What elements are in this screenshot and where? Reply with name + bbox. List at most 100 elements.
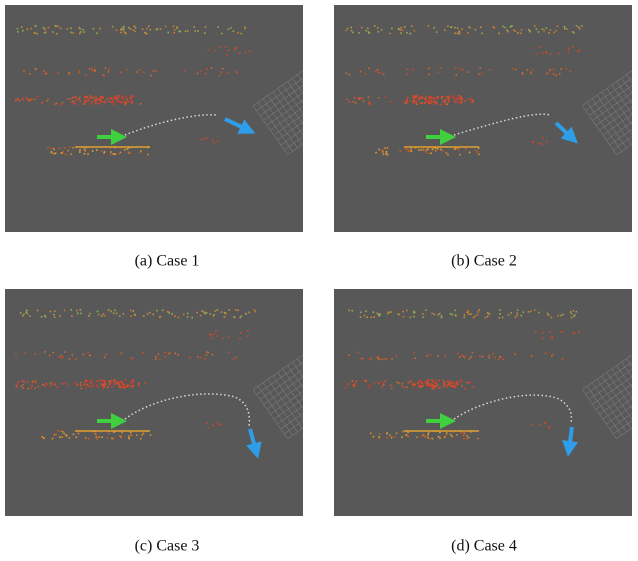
point: [16, 383, 18, 385]
point: [83, 354, 85, 356]
point: [96, 435, 98, 437]
point: [45, 316, 47, 318]
point: [435, 100, 437, 102]
point: [576, 25, 578, 27]
point: [391, 358, 393, 360]
point: [406, 99, 408, 101]
point: [444, 355, 446, 357]
point: [216, 309, 218, 311]
point: [44, 385, 46, 387]
point: [433, 101, 435, 103]
point: [413, 352, 415, 354]
point: [234, 49, 236, 51]
point: [80, 313, 82, 315]
point: [54, 104, 56, 106]
point: [572, 332, 574, 334]
point: [528, 311, 530, 313]
point: [427, 148, 429, 150]
point: [228, 336, 230, 338]
point: [123, 384, 125, 386]
point: [203, 138, 205, 140]
point: [54, 384, 56, 386]
point: [67, 98, 69, 100]
point: [32, 381, 34, 383]
point: [404, 26, 406, 28]
point: [457, 383, 459, 385]
point: [413, 95, 415, 97]
point: [502, 317, 504, 319]
point: [374, 25, 376, 27]
point: [97, 386, 99, 388]
point: [429, 101, 431, 103]
point: [361, 97, 363, 99]
point: [25, 311, 27, 313]
point: [422, 313, 424, 315]
point: [433, 387, 435, 389]
point: [549, 69, 551, 71]
point: [427, 437, 429, 439]
point: [453, 97, 455, 99]
point: [360, 312, 362, 314]
point: [467, 310, 469, 312]
point: [94, 69, 96, 71]
point: [577, 51, 579, 53]
point: [140, 150, 142, 152]
point: [114, 96, 116, 98]
point: [138, 69, 140, 71]
point: [479, 309, 481, 311]
point: [215, 331, 217, 333]
point: [401, 385, 403, 387]
point: [440, 149, 442, 151]
point: [126, 148, 128, 150]
point: [562, 358, 564, 360]
point: [381, 386, 383, 388]
point: [512, 68, 514, 70]
point: [26, 97, 28, 99]
point: [183, 71, 185, 73]
point: [352, 32, 354, 34]
point: [551, 336, 553, 338]
point: [228, 309, 230, 311]
point: [365, 73, 367, 75]
point: [406, 32, 408, 34]
point: [430, 383, 432, 385]
point: [463, 432, 465, 434]
point: [414, 357, 416, 359]
point: [58, 147, 60, 149]
point: [132, 379, 134, 381]
point: [502, 26, 504, 28]
point: [87, 351, 89, 353]
point: [24, 353, 26, 355]
point: [443, 100, 445, 102]
point: [168, 353, 170, 355]
point: [581, 25, 583, 27]
point: [204, 32, 206, 34]
point: [541, 143, 543, 145]
grid-line: [302, 71, 336, 120]
point: [46, 384, 48, 386]
point: [108, 101, 110, 103]
point: [481, 73, 483, 75]
point: [521, 29, 523, 31]
point: [560, 315, 562, 317]
point: [531, 355, 533, 357]
point: [70, 309, 72, 311]
point: [60, 355, 62, 357]
point: [99, 28, 101, 30]
point: [147, 154, 149, 156]
point: [454, 27, 456, 29]
point: [405, 148, 407, 150]
point: [427, 434, 429, 436]
point: [80, 388, 82, 390]
point: [347, 384, 349, 386]
point: [378, 31, 380, 33]
point: [35, 382, 37, 384]
point: [375, 70, 377, 72]
point: [499, 356, 501, 358]
point: [107, 71, 109, 73]
point: [431, 99, 433, 101]
point: [445, 103, 447, 105]
point: [488, 357, 490, 359]
point: [510, 26, 512, 28]
point: [52, 31, 54, 33]
